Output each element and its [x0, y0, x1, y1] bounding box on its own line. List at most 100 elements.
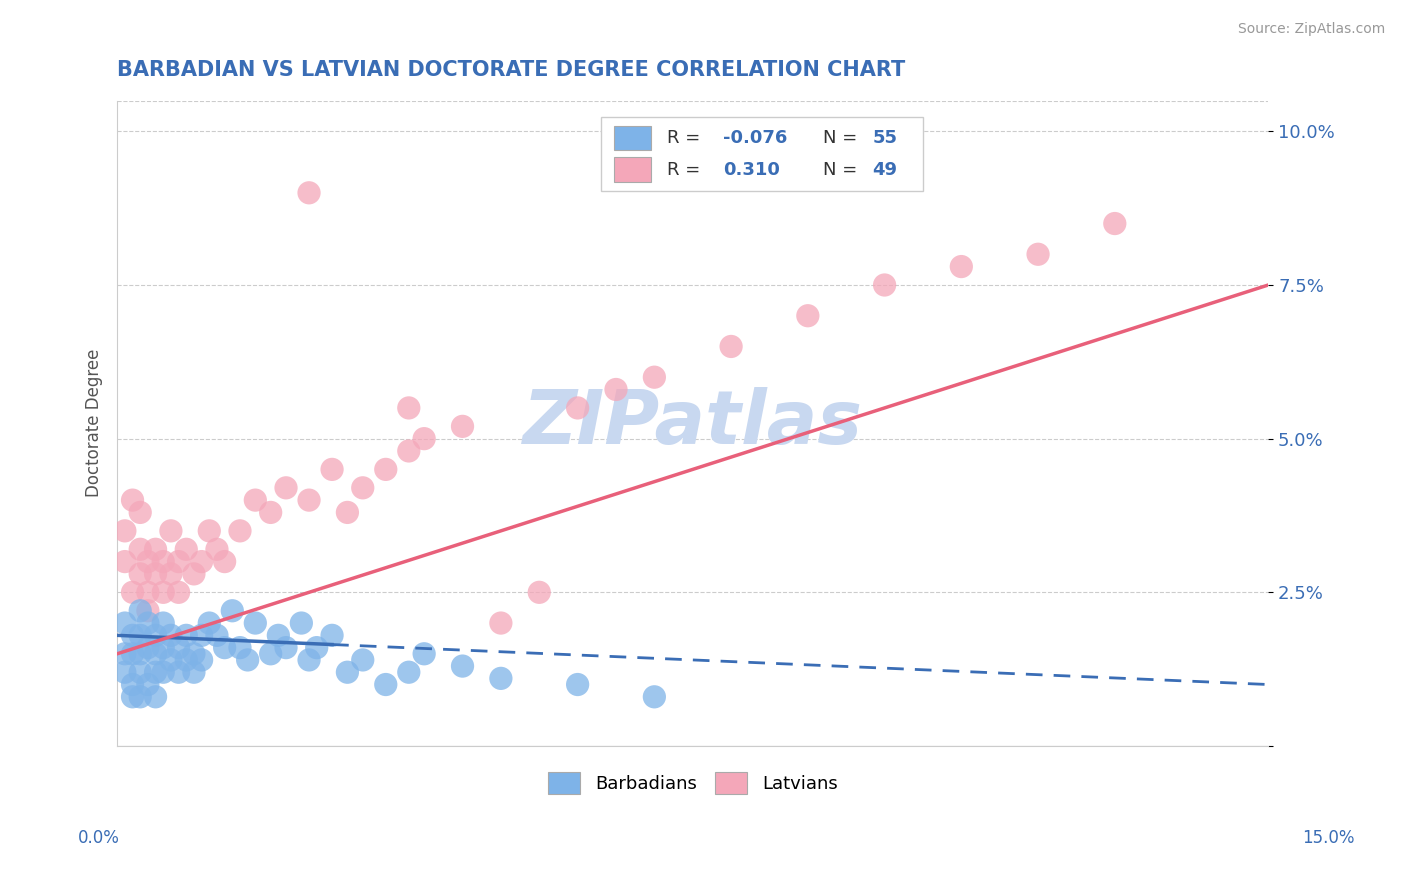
- Point: [129, 690, 152, 704]
- Point: [567, 401, 589, 415]
- Point: [1104, 217, 1126, 231]
- Point: [720, 339, 742, 353]
- Point: [245, 493, 267, 508]
- Point: [567, 677, 589, 691]
- Point: [167, 665, 190, 680]
- Point: [229, 524, 252, 538]
- Point: [221, 604, 243, 618]
- Point: [129, 566, 152, 581]
- Point: [160, 524, 183, 538]
- Point: [205, 628, 228, 642]
- Text: N =: N =: [823, 129, 863, 147]
- Point: [160, 628, 183, 642]
- Text: R =: R =: [668, 129, 706, 147]
- Point: [1026, 247, 1049, 261]
- Point: [129, 542, 152, 557]
- Point: [167, 585, 190, 599]
- Point: [451, 659, 474, 673]
- Point: [214, 555, 236, 569]
- Point: [129, 628, 152, 642]
- Text: 0.0%: 0.0%: [77, 829, 120, 847]
- Point: [336, 505, 359, 519]
- Y-axis label: Doctorate Degree: Doctorate Degree: [86, 349, 103, 498]
- Point: [136, 555, 159, 569]
- Point: [121, 585, 143, 599]
- Point: [374, 462, 396, 476]
- Point: [797, 309, 820, 323]
- Point: [190, 628, 212, 642]
- Legend: Barbadians, Latvians: Barbadians, Latvians: [541, 765, 845, 802]
- Text: N =: N =: [823, 161, 863, 178]
- Point: [274, 640, 297, 655]
- Point: [205, 542, 228, 557]
- Point: [136, 585, 159, 599]
- Text: Source: ZipAtlas.com: Source: ZipAtlas.com: [1237, 22, 1385, 37]
- Point: [267, 628, 290, 642]
- Point: [374, 677, 396, 691]
- Point: [152, 615, 174, 630]
- Point: [643, 690, 665, 704]
- Point: [336, 665, 359, 680]
- Point: [605, 383, 627, 397]
- Point: [136, 677, 159, 691]
- Point: [121, 690, 143, 704]
- FancyBboxPatch shape: [614, 126, 651, 150]
- Point: [413, 647, 436, 661]
- Point: [260, 647, 283, 661]
- Point: [174, 653, 197, 667]
- Point: [145, 665, 167, 680]
- Point: [121, 677, 143, 691]
- Point: [114, 555, 136, 569]
- Point: [145, 628, 167, 642]
- Point: [121, 493, 143, 508]
- Point: [174, 542, 197, 557]
- FancyBboxPatch shape: [614, 157, 651, 182]
- Point: [260, 505, 283, 519]
- Point: [160, 653, 183, 667]
- Point: [873, 278, 896, 293]
- Point: [398, 401, 420, 415]
- Point: [136, 615, 159, 630]
- Text: 55: 55: [872, 129, 897, 147]
- Point: [129, 665, 152, 680]
- Text: BARBADIAN VS LATVIAN DOCTORATE DEGREE CORRELATION CHART: BARBADIAN VS LATVIAN DOCTORATE DEGREE CO…: [117, 60, 905, 79]
- Text: R =: R =: [668, 161, 706, 178]
- Point: [214, 640, 236, 655]
- Point: [129, 647, 152, 661]
- Point: [352, 653, 374, 667]
- Point: [198, 524, 221, 538]
- Point: [298, 653, 321, 667]
- Point: [229, 640, 252, 655]
- Point: [121, 628, 143, 642]
- Point: [274, 481, 297, 495]
- Point: [398, 665, 420, 680]
- Point: [398, 444, 420, 458]
- Point: [136, 640, 159, 655]
- FancyBboxPatch shape: [600, 117, 922, 191]
- Point: [114, 615, 136, 630]
- Point: [950, 260, 973, 274]
- Point: [152, 585, 174, 599]
- Point: [174, 628, 197, 642]
- Point: [352, 481, 374, 495]
- Point: [290, 615, 312, 630]
- Text: 15.0%: 15.0%: [1302, 829, 1355, 847]
- Text: 49: 49: [872, 161, 897, 178]
- Point: [489, 672, 512, 686]
- Point: [305, 640, 328, 655]
- Point: [413, 432, 436, 446]
- Point: [321, 462, 343, 476]
- Point: [190, 653, 212, 667]
- Point: [152, 665, 174, 680]
- Point: [298, 493, 321, 508]
- Text: 0.310: 0.310: [723, 161, 779, 178]
- Point: [129, 505, 152, 519]
- Point: [152, 640, 174, 655]
- Point: [321, 628, 343, 642]
- Point: [114, 647, 136, 661]
- Point: [129, 604, 152, 618]
- Point: [245, 615, 267, 630]
- Point: [136, 604, 159, 618]
- Point: [198, 615, 221, 630]
- Point: [529, 585, 551, 599]
